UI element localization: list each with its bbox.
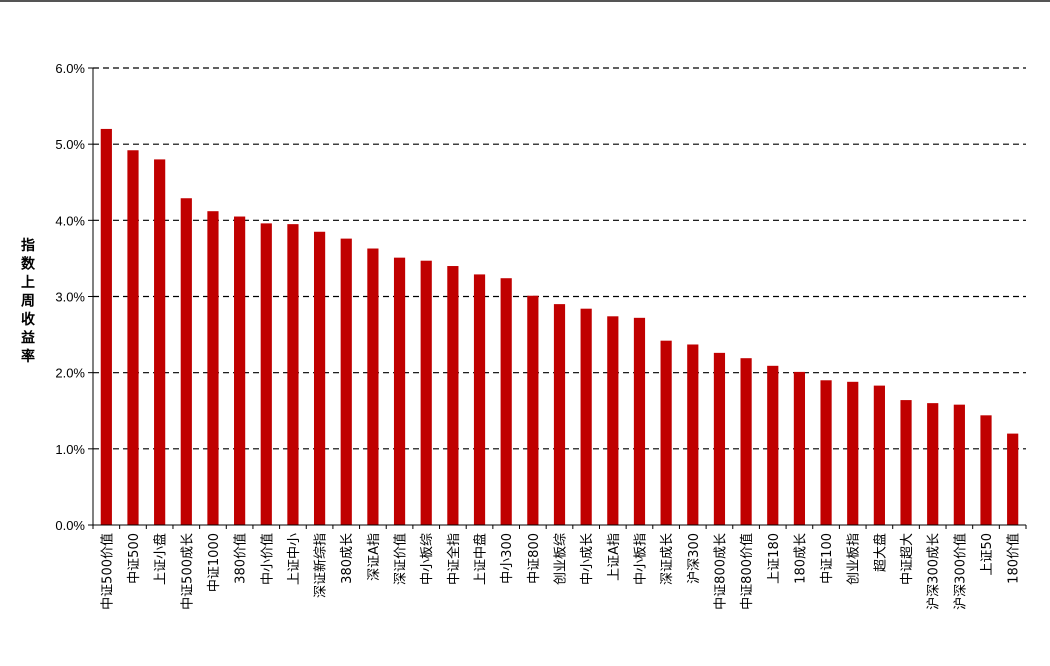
x-tick-label: 沪深300价值 [952, 533, 968, 610]
bar [980, 415, 992, 525]
x-tick-label: 中小板指 [633, 533, 648, 585]
y-tick-label: 6.0% [55, 61, 85, 76]
x-tick-label: 中证800成长 [713, 533, 728, 610]
x-tick-label: 创业板指 [847, 533, 862, 585]
x-tick-label: 上证50 [980, 533, 995, 576]
x-tick-label: 上证A指 [607, 533, 622, 581]
x-tick-label: 中证500价值 [99, 533, 115, 610]
bar [260, 223, 272, 525]
bar [713, 352, 726, 525]
y-tick-label: 3.0% [55, 290, 85, 305]
bar [527, 295, 539, 525]
bar [553, 304, 566, 525]
bar [953, 404, 965, 525]
x-tick-label: 中小价值 [259, 533, 275, 585]
x-tick-label: 超大盘 [872, 533, 888, 572]
bar [473, 274, 486, 525]
x-tick-label: 380价值 [233, 533, 249, 584]
bar [180, 198, 192, 525]
bar [340, 238, 352, 525]
x-tick-label: 中小板综 [420, 533, 435, 585]
bar [900, 400, 912, 525]
x-tick-label: 380成长 [340, 533, 355, 584]
bar [820, 380, 832, 525]
x-tick-label: 中证全指 [446, 533, 462, 585]
bars [100, 128, 1019, 525]
x-tick-label: 上证小盘 [153, 533, 169, 585]
bar [287, 224, 299, 525]
x-tick-label: 沪深300成长 [926, 533, 942, 610]
bar [927, 403, 939, 525]
x-tick-label: 上证中小 [287, 533, 302, 585]
bar [847, 381, 859, 525]
x-tick-label: 中证800 [527, 533, 542, 584]
bar [420, 260, 432, 525]
bar [207, 211, 219, 525]
bar [607, 316, 619, 525]
x-tick-label: 中证500 [127, 533, 142, 584]
x-tick-label: 中小成长 [580, 533, 595, 585]
bar [767, 365, 779, 525]
bar [873, 385, 885, 525]
bar [580, 308, 592, 525]
y-tick-label: 2.0% [55, 366, 85, 381]
bar [393, 257, 406, 525]
x-tick-label: 深证A指 [367, 533, 382, 581]
gridlines [93, 67, 1026, 450]
x-tick-label: 180价值 [1006, 533, 1022, 584]
bar [500, 278, 512, 525]
x-tick-label: 沪深300 [686, 533, 702, 584]
x-tick-label: 上证180 [767, 533, 782, 584]
x-tick-label: 中小300 [500, 533, 515, 584]
bar [313, 231, 326, 525]
bar [660, 340, 672, 525]
bar [687, 344, 699, 525]
y-tick-label: 1.0% [55, 442, 85, 457]
x-tick-label: 180成长 [793, 533, 808, 584]
y-axis-title: 指数上周收益率 [21, 237, 36, 365]
y-tick-label: 5.0% [55, 137, 85, 152]
bar [234, 216, 246, 525]
x-tick-label: 深证价值 [393, 533, 409, 585]
y-tick-label: 4.0% [55, 213, 85, 228]
x-axis-ticks: 中证500价值 中证500 上证小盘 中证500成长 中证1000 380价值 中小价值 上证… [92, 525, 1027, 610]
bar [740, 358, 752, 525]
x-tick-label: 中证100 [820, 533, 835, 584]
x-tick-label: 创业板综 [554, 533, 569, 585]
x-tick-label: 中证800价值 [739, 533, 755, 610]
bar [100, 128, 112, 525]
x-tick-label: 深证成长 [660, 533, 675, 585]
bar [367, 248, 379, 525]
y-tick-label: 0.0% [55, 518, 85, 533]
bar [447, 266, 459, 525]
bar [127, 150, 139, 525]
axes [92, 68, 1026, 526]
bar [633, 317, 646, 525]
bar [793, 371, 806, 525]
x-tick-label: 中证1000 [207, 533, 222, 592]
bar [1007, 433, 1019, 525]
top-border-line [0, 0, 1050, 2]
y-axis-label: 指数上周收益率 [21, 237, 36, 365]
bar [154, 159, 166, 525]
x-tick-label: 中证超大 [900, 533, 915, 585]
y-axis-ticks: 0.0% 1.0% 2.0% 3.0% 4.0% 5.0% 6.0% [55, 61, 93, 533]
x-tick-label: 上证中盘 [473, 533, 489, 585]
x-tick-label: 中证500成长 [180, 533, 195, 610]
x-tick-label: 深证新综指 [313, 533, 329, 598]
